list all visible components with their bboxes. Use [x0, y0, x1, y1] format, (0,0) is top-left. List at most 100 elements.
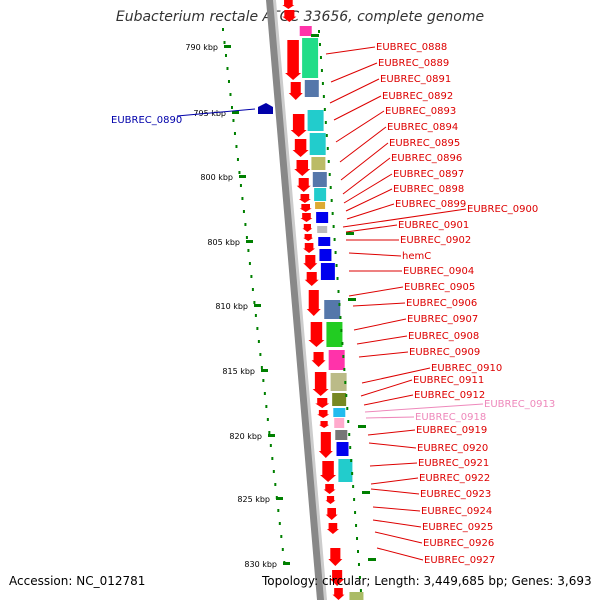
gene-arrow[interactable]: [290, 114, 307, 137]
gene-arrow[interactable]: [303, 243, 316, 253]
outer-track-dot: [334, 251, 337, 254]
ruler-dot: [250, 275, 253, 278]
gene-arrow[interactable]: [308, 322, 325, 347]
gene-label[interactable]: EUBREC_0894: [387, 122, 458, 133]
gene-arrow[interactable]: [320, 461, 337, 482]
gene-label[interactable]: EUBREC_0911: [413, 375, 484, 386]
ruler-dot: [265, 405, 268, 408]
ruler-label: 805 kbp: [207, 238, 240, 247]
gene-arrow[interactable]: [312, 372, 329, 396]
gene-label[interactable]: EUBREC_0918: [415, 412, 486, 423]
gene-label[interactable]: EUBREC_0890: [111, 115, 182, 126]
gene-label[interactable]: EUBREC_0923: [420, 489, 491, 500]
gene-arrow[interactable]: [306, 290, 321, 316]
leader-line: [372, 519, 422, 528]
gene-arrow[interactable]: [323, 484, 336, 494]
gene-label[interactable]: EUBREC_0919: [416, 425, 487, 436]
gene-arrow[interactable]: [285, 40, 302, 80]
gene-arrow[interactable]: [325, 496, 336, 504]
cog-block: [311, 157, 326, 170]
gene-arrow[interactable]: [326, 523, 339, 534]
outer-track-dot: [357, 563, 360, 566]
gene-label[interactable]: EUBREC_0926: [423, 538, 494, 549]
ruler-dot: [224, 54, 227, 57]
gene-arrow[interactable]: [299, 204, 312, 212]
gene-arrow[interactable]: [288, 82, 303, 100]
cog-block: [335, 430, 348, 440]
leader-line: [358, 351, 409, 358]
gene-arrow[interactable]: [330, 570, 345, 586]
gene-arrow[interactable]: [328, 548, 343, 566]
ruler-dot: [245, 236, 248, 239]
gene-label[interactable]: EUBREC_0898: [393, 184, 464, 195]
gene-label[interactable]: EUBREC_0924: [421, 506, 492, 517]
ruler-dot: [256, 327, 259, 330]
gene-label[interactable]: EUBREC_0908: [408, 331, 479, 342]
gene-arrow[interactable]: [325, 508, 338, 520]
gene-arrow[interactable]: [282, 0, 295, 9]
ruler-label: 830 kbp: [244, 560, 277, 569]
ruler-label: 820 kbp: [229, 432, 262, 441]
cog-block: [315, 202, 326, 209]
ruler-dot: [229, 93, 232, 96]
gene-label[interactable]: EUBREC_0902: [400, 235, 471, 246]
gene-label[interactable]: EUBREC_0892: [382, 91, 453, 102]
backbone-line: [266, 0, 325, 600]
gene-arrow-reverse[interactable]: [258, 103, 273, 114]
gene-arrow[interactable]: [298, 194, 311, 203]
gene-label[interactable]: EUBREC_0905: [404, 282, 475, 293]
gene-label[interactable]: EUBREC_0897: [393, 169, 464, 180]
ruler-label: 800 kbp: [200, 173, 233, 182]
ruler-dot: [269, 444, 272, 447]
topology-label: Topology: circular; Length: 3,449,685 bp…: [262, 574, 592, 588]
gene-label[interactable]: EUBREC_0901: [398, 220, 469, 231]
gene-arrow[interactable]: [292, 139, 309, 157]
gene-label[interactable]: EUBREC_0909: [409, 347, 480, 358]
gene-arrow[interactable]: [304, 272, 319, 286]
gene-label[interactable]: EUBREC_0893: [385, 106, 456, 117]
gene-arrow[interactable]: [311, 352, 326, 367]
ruler-dot: [253, 301, 256, 304]
gene-label[interactable]: EUBREC_0900: [467, 204, 538, 215]
gene-arrow[interactable]: [332, 588, 345, 600]
gene-arrow[interactable]: [315, 398, 330, 408]
gene-label[interactable]: EUBREC_0904: [403, 266, 474, 277]
gene-label[interactable]: EUBREC_0889: [378, 58, 449, 69]
gene-arrow[interactable]: [300, 213, 313, 222]
gene-label[interactable]: hemC: [402, 251, 431, 262]
gene-arrow[interactable]: [303, 255, 318, 270]
gene-label[interactable]: EUBREC_0895: [389, 138, 460, 149]
outer-track-dot: [350, 459, 353, 462]
gene-label[interactable]: EUBREC_0913: [484, 399, 555, 410]
gene-label[interactable]: EUBREC_0910: [431, 363, 502, 374]
gene-label[interactable]: EUBREC_0899: [395, 199, 466, 210]
gene-label[interactable]: EUBREC_0888: [376, 42, 447, 53]
gene-arrow[interactable]: [319, 421, 330, 428]
gene-label[interactable]: EUBREC_0907: [407, 314, 478, 325]
ruler-dot: [254, 314, 257, 317]
gene-label[interactable]: EUBREC_0920: [417, 443, 488, 454]
gene-label[interactable]: EUBREC_0891: [380, 74, 451, 85]
ruler-dot: [274, 483, 277, 486]
gene-arrow[interactable]: [302, 224, 313, 232]
gene-label[interactable]: EUBREC_0912: [414, 390, 485, 401]
gene-arrow[interactable]: [296, 178, 311, 192]
gene-arrow[interactable]: [294, 160, 311, 176]
ruler-major-tick: [283, 562, 290, 565]
cog-block: [334, 418, 345, 428]
gene-label[interactable]: EUBREC_0922: [419, 473, 490, 484]
gene-arrow[interactable]: [282, 10, 297, 22]
gene-label[interactable]: EUBREC_0921: [418, 458, 489, 469]
gene-label[interactable]: EUBREC_0927: [424, 555, 495, 566]
ruler-label: 790 kbp: [185, 43, 218, 52]
gene-arrow[interactable]: [303, 234, 314, 241]
gene-label[interactable]: EUBREC_0896: [391, 153, 462, 164]
ruler-dot: [266, 418, 269, 421]
leader-line: [340, 142, 389, 181]
leader-line: [329, 78, 380, 104]
gene-label[interactable]: EUBREC_0906: [406, 298, 477, 309]
gene-arrow[interactable]: [318, 432, 333, 458]
gene-arrow[interactable]: [317, 410, 330, 418]
gene-label[interactable]: EUBREC_0925: [422, 522, 493, 533]
leader-line: [176, 108, 256, 117]
